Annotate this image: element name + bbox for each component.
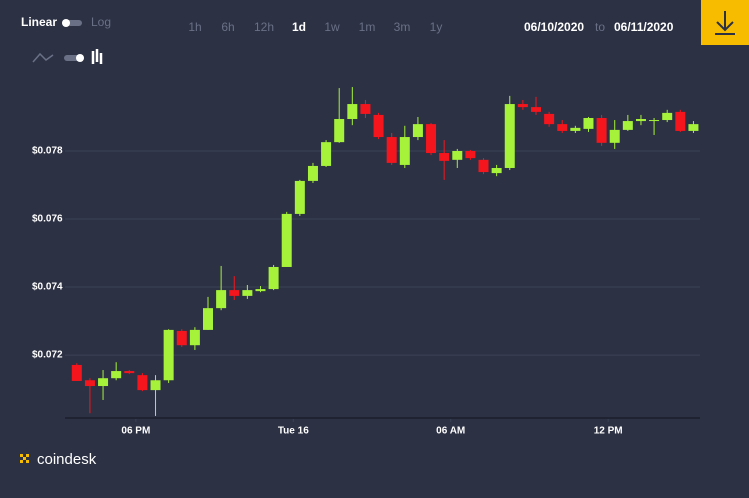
range-button[interactable]: 3m: [394, 20, 411, 34]
scale-toggle-knob: [62, 19, 70, 27]
candle-body: [649, 120, 660, 122]
candle-body: [176, 330, 187, 346]
scale-log[interactable]: Log: [91, 15, 111, 29]
candle-body: [662, 112, 673, 121]
scale-linear[interactable]: Linear: [21, 15, 57, 29]
candle-body: [426, 124, 437, 154]
range-button[interactable]: 1h: [188, 20, 201, 34]
logo-dot: [26, 454, 29, 457]
candle-body: [163, 329, 174, 381]
y-tick-label: $0.072: [32, 350, 63, 361]
candle-body: [98, 378, 109, 387]
range-button[interactable]: 1d: [292, 20, 306, 34]
candle-body: [675, 111, 686, 131]
candle-body: [544, 113, 555, 125]
brand-logo: [20, 454, 29, 463]
line-chart-icon[interactable]: [32, 52, 54, 63]
candle-body: [307, 165, 318, 181]
candle-body: [491, 167, 502, 174]
candle-body: [150, 380, 161, 391]
candle-body: [596, 117, 607, 143]
candle-body: [84, 380, 95, 387]
candle-body: [557, 124, 568, 131]
y-tick-label: $0.074: [32, 282, 63, 293]
candle-body: [281, 213, 292, 267]
x-tick-label: 06 PM: [121, 426, 150, 437]
candle-body: [360, 104, 371, 114]
range-button[interactable]: 1y: [430, 20, 443, 34]
candle-body: [124, 371, 135, 374]
candle-body: [465, 150, 476, 159]
candle-chart-icon[interactable]: [91, 49, 103, 64]
candle-body: [189, 329, 200, 346]
candle-body: [242, 290, 253, 296]
candle-body: [347, 104, 358, 120]
candle-body: [609, 129, 620, 143]
candle-body: [399, 137, 410, 165]
range-buttons: 1h 6h 12h 1d 1w 1m 3m 1y: [188, 20, 442, 34]
candle-body: [452, 150, 463, 160]
candle-body: [216, 290, 227, 309]
candle-body: [478, 159, 489, 173]
candle-body: [412, 124, 423, 138]
x-tick-label: 12 PM: [594, 426, 623, 437]
candle-body: [203, 308, 214, 330]
candle-body: [255, 289, 266, 292]
plot: $0.072 $0.074 $0.076 $0.078 06 PM Tue 16 06 AM…: [32, 87, 700, 437]
candle-body: [635, 119, 646, 122]
candle-body: [517, 104, 528, 108]
candle-body: [622, 121, 633, 130]
candle-body: [229, 290, 240, 296]
download-icon: [715, 11, 735, 35]
brand-name: coindesk: [37, 451, 97, 468]
date-to[interactable]: 06/11/2020: [614, 20, 674, 34]
candle-body: [268, 266, 279, 290]
range-button[interactable]: 6h: [221, 20, 234, 34]
candle-body: [570, 127, 581, 131]
x-tick-label: 06 AM: [436, 426, 465, 437]
candle-body: [111, 371, 122, 379]
date-separator: to: [595, 20, 605, 34]
range-button[interactable]: 1m: [359, 20, 376, 34]
y-tick-label: $0.078: [32, 146, 63, 157]
candle-body: [373, 114, 384, 138]
candle-body: [386, 137, 397, 163]
logo-dot: [26, 460, 29, 463]
candle-body: [688, 124, 699, 131]
candle-body: [504, 104, 515, 168]
range-button[interactable]: 12h: [254, 20, 274, 34]
candle-body: [137, 375, 148, 391]
candle-body: [439, 153, 450, 161]
candle-body: [71, 364, 82, 381]
candle-body: [321, 142, 332, 166]
candle-body: [294, 180, 305, 214]
candle-body: [583, 117, 594, 129]
candle-body: [531, 107, 542, 112]
candle-body: [334, 119, 345, 143]
logo-dot: [20, 460, 23, 463]
chart-type-toggle-knob: [76, 54, 84, 62]
logo-dot: [20, 454, 23, 457]
y-tick-label: $0.076: [32, 214, 63, 225]
logo-dot: [23, 457, 26, 460]
range-button[interactable]: 1w: [324, 20, 340, 34]
date-from[interactable]: 06/10/2020: [524, 20, 584, 34]
x-tick-label: Tue 16: [278, 426, 309, 437]
